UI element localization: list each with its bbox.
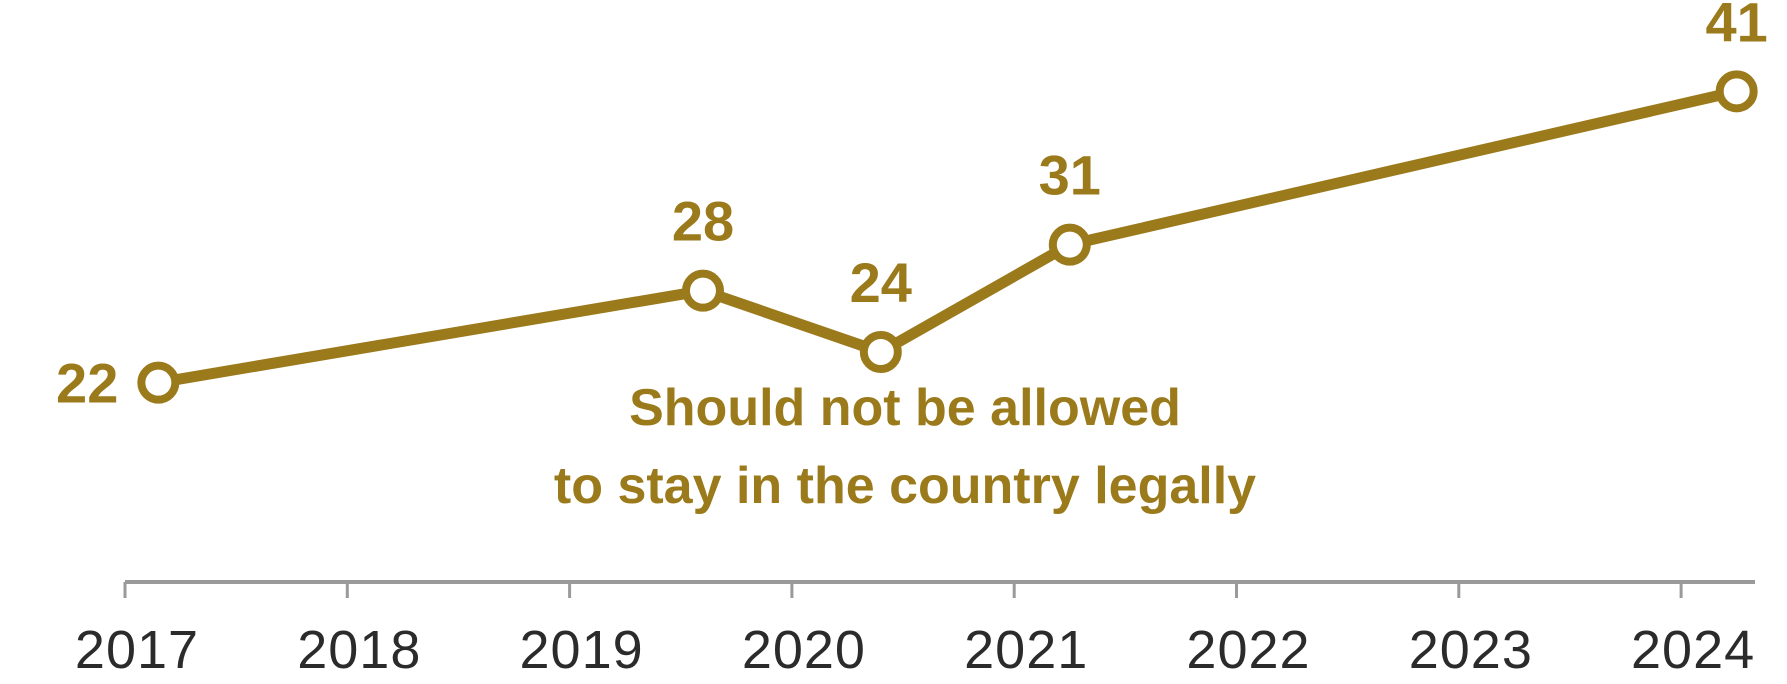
x-tick-label: 2017	[75, 620, 199, 680]
data-point-marker	[859, 331, 902, 373]
data-point-marker	[1048, 223, 1091, 266]
data-point-marker	[137, 361, 180, 404]
data-label: 41	[1706, 0, 1768, 53]
data-label: 22	[56, 352, 118, 415]
x-tick-label: 2022	[1186, 620, 1310, 680]
data-point-marker	[1715, 70, 1758, 113]
data-label: 31	[1039, 144, 1101, 207]
series-line	[152, 85, 1743, 389]
x-tick-label: 2019	[520, 620, 644, 680]
x-tick-label: 2021	[964, 620, 1088, 680]
x-tick-label: 2020	[742, 620, 866, 680]
data-label: 24	[850, 251, 912, 314]
x-axis-ticks: 2017 2018 2019 2020 2021 2022 2023 2024	[75, 582, 1755, 680]
series-annotation: Should not be allowed to stay in the cou…	[554, 379, 1256, 515]
data-point-marker	[681, 269, 724, 312]
x-tick-label: 2018	[297, 620, 421, 680]
annotation-line-1: Should not be allowed	[629, 379, 1181, 437]
x-tick-label: 2024	[1631, 620, 1755, 680]
x-tick-label: 2023	[1409, 620, 1533, 680]
data-label: 28	[672, 190, 734, 253]
series-line-group: 22 28 24 31 41	[56, 0, 1768, 415]
annotation-line-2: to stay in the country legally	[554, 457, 1256, 515]
